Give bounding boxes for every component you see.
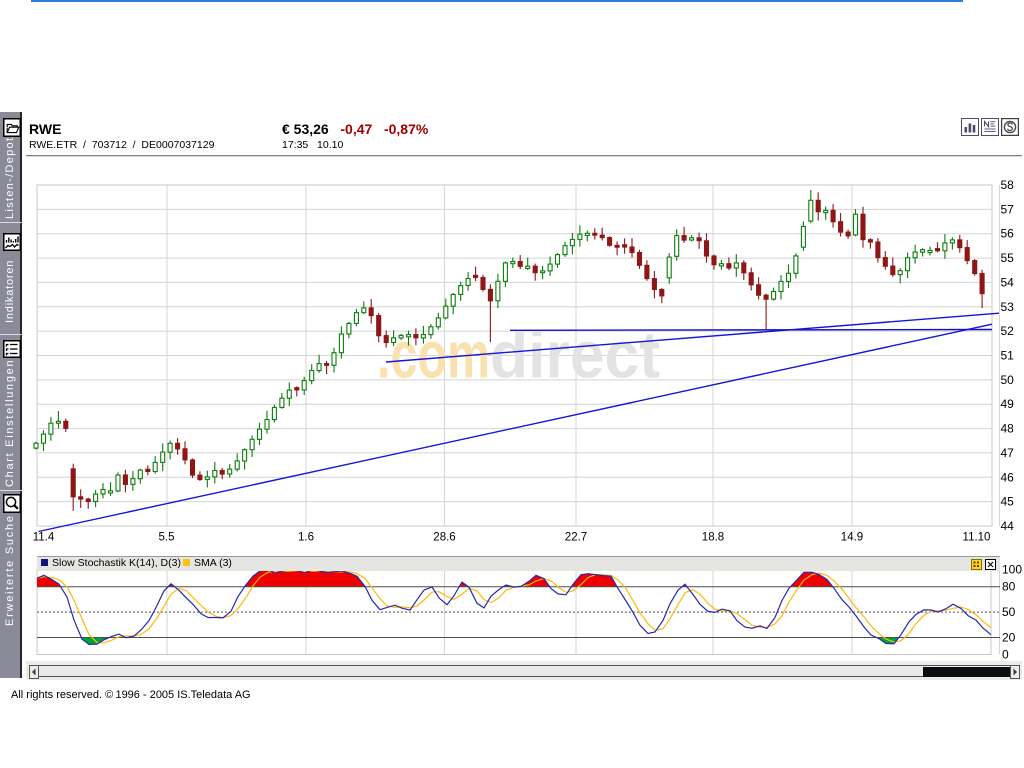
svg-text:80: 80 xyxy=(1002,580,1016,594)
svg-text:5.5: 5.5 xyxy=(159,532,175,544)
svg-text:46: 46 xyxy=(1001,470,1015,484)
svg-text:20: 20 xyxy=(1002,631,1016,645)
svg-text:.com: .com xyxy=(377,318,490,392)
svg-text:28.6: 28.6 xyxy=(433,532,455,544)
svg-text:57: 57 xyxy=(1001,202,1015,216)
svg-text:14.9: 14.9 xyxy=(841,532,863,544)
svg-text:11.10: 11.10 xyxy=(963,532,991,544)
svg-text:51: 51 xyxy=(1001,349,1015,363)
svg-text:18.8: 18.8 xyxy=(702,532,724,544)
svg-text:50: 50 xyxy=(1002,605,1016,619)
svg-text:53: 53 xyxy=(1001,300,1015,314)
svg-text:1.6: 1.6 xyxy=(298,532,314,544)
svg-text:48: 48 xyxy=(1001,422,1015,436)
svg-text:0: 0 xyxy=(1002,648,1009,661)
svg-text:56: 56 xyxy=(1001,227,1015,241)
svg-text:54: 54 xyxy=(1001,275,1015,289)
svg-text:52: 52 xyxy=(1001,324,1015,338)
svg-text:58: 58 xyxy=(1001,178,1015,192)
svg-text:22.7: 22.7 xyxy=(565,532,587,544)
svg-text:44: 44 xyxy=(1001,519,1015,533)
svg-text:49: 49 xyxy=(1001,397,1015,411)
svg-text:50: 50 xyxy=(1001,373,1015,387)
svg-text:47: 47 xyxy=(1001,446,1015,460)
svg-text:direct: direct xyxy=(490,318,660,392)
svg-text:100: 100 xyxy=(1002,563,1022,577)
svg-text:45: 45 xyxy=(1001,495,1015,509)
svg-text:11.4: 11.4 xyxy=(33,532,55,544)
svg-text:55: 55 xyxy=(1001,251,1015,265)
